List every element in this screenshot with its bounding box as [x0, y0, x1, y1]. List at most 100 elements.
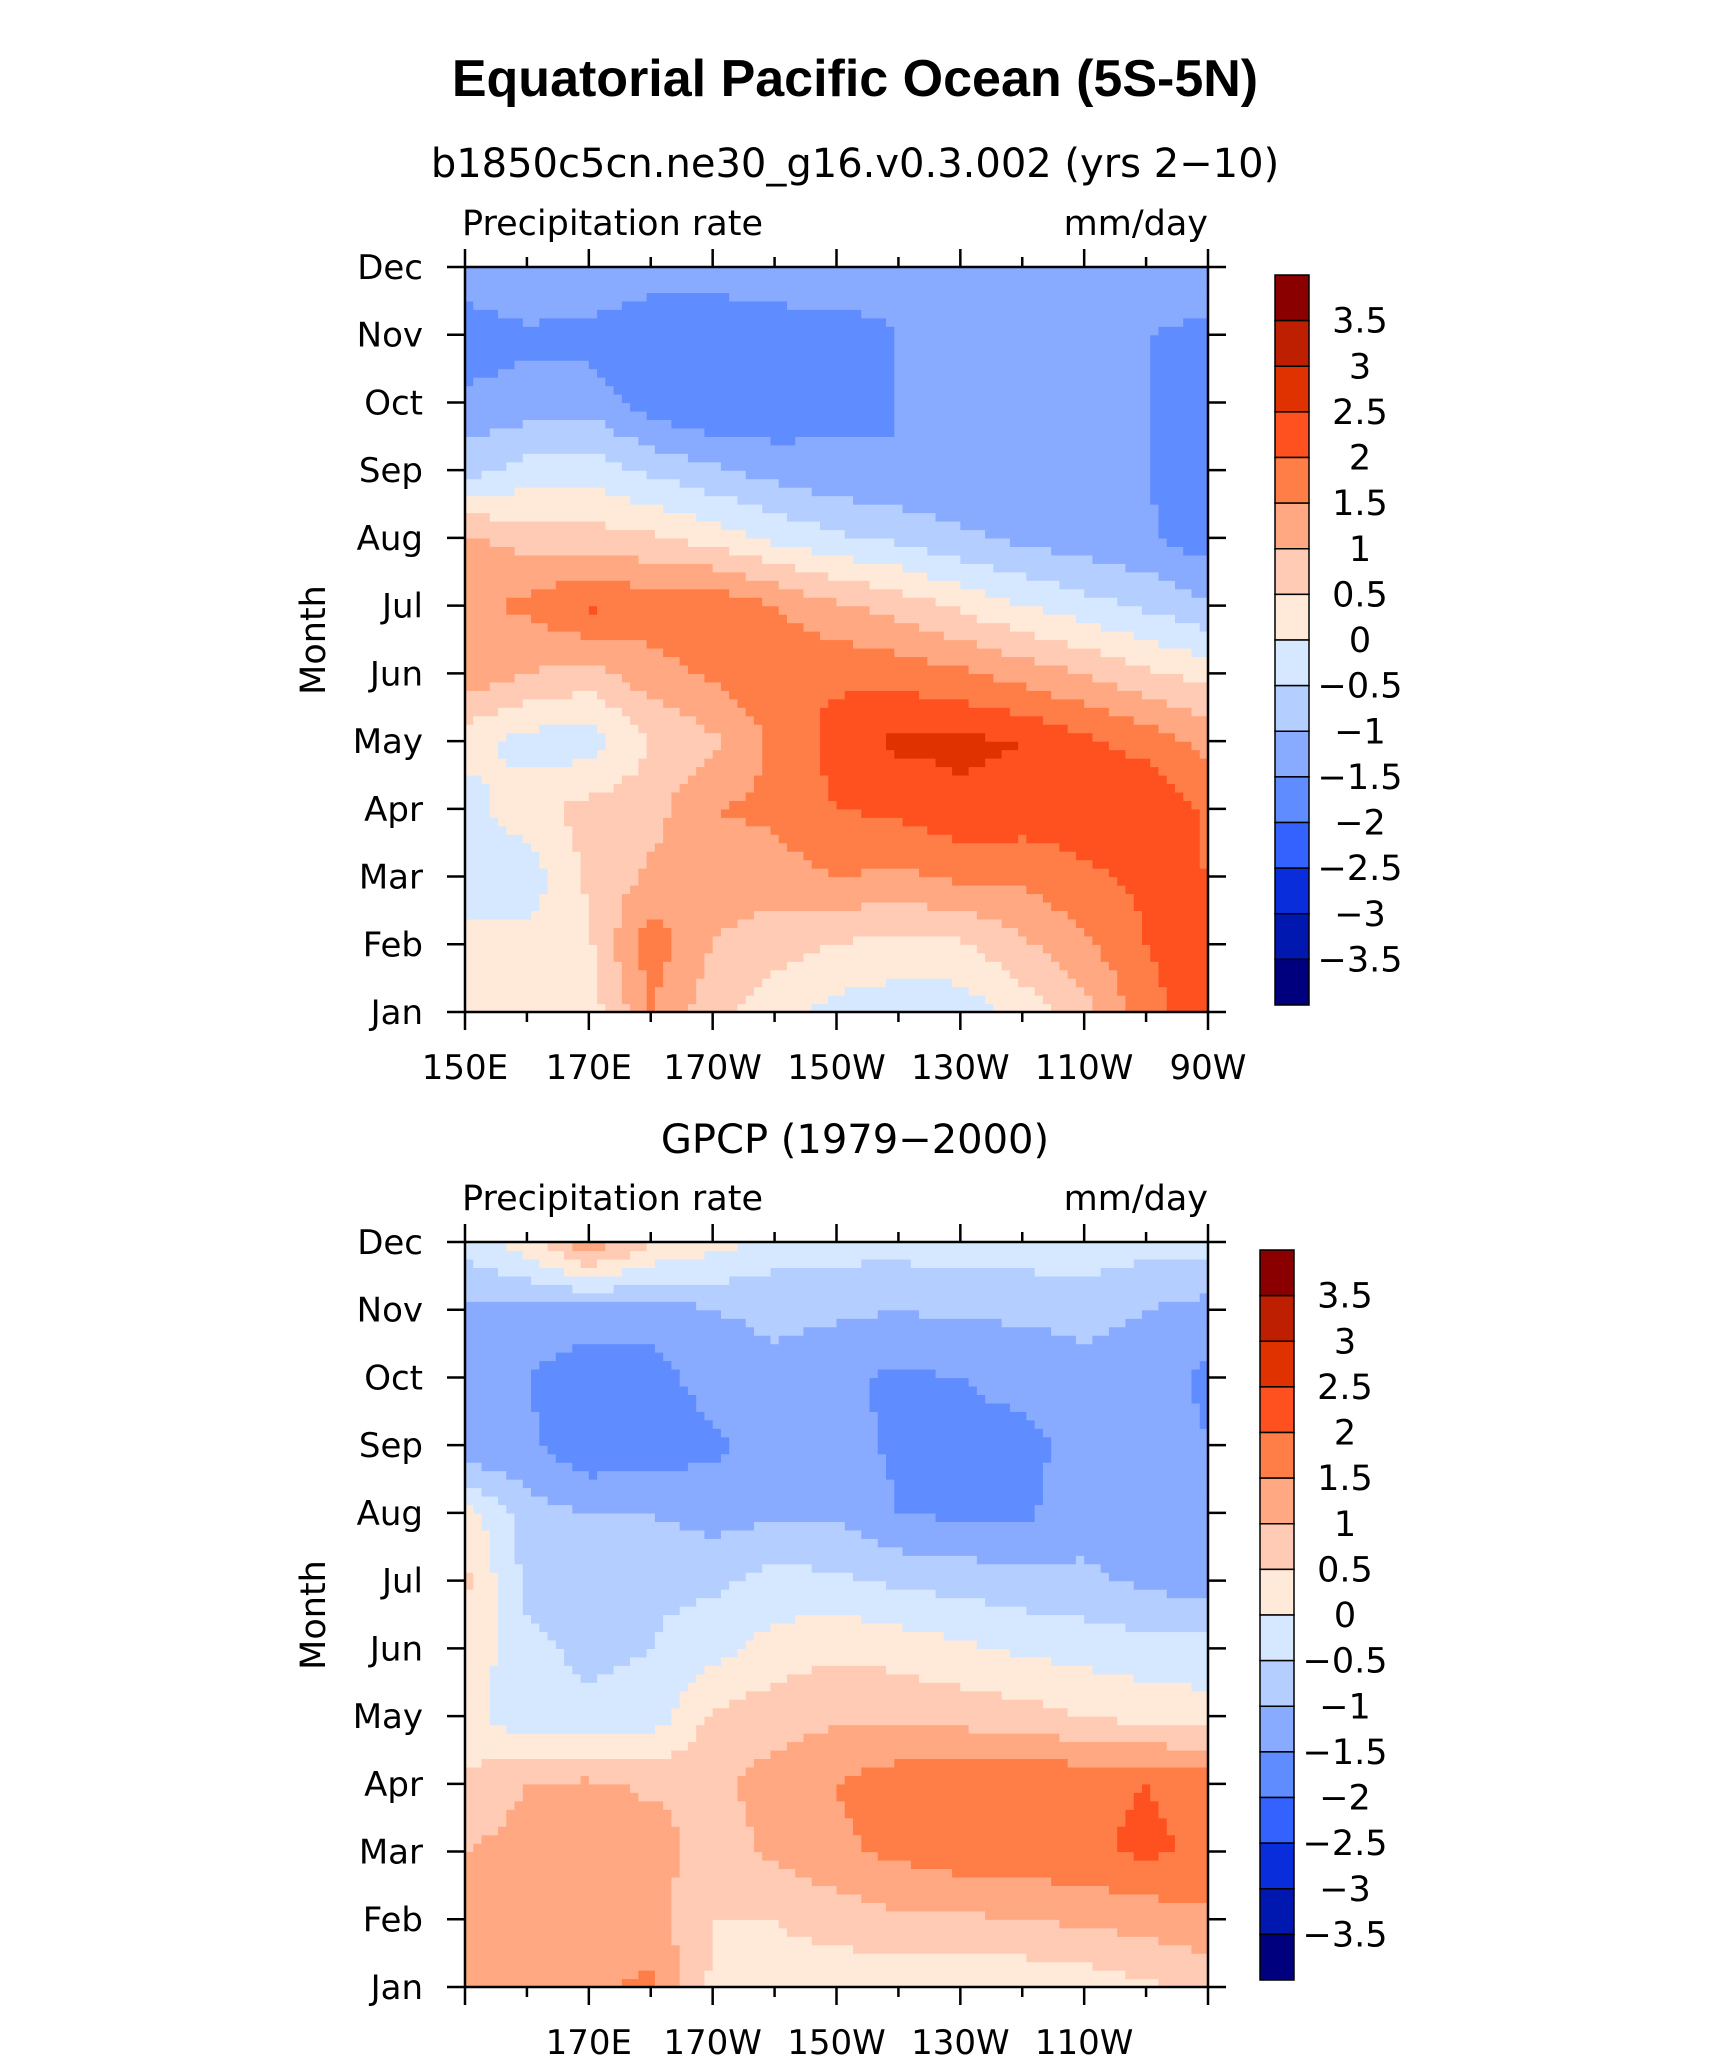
colorbar-label: 2.5 [1332, 393, 1388, 433]
contour-cell [663, 698, 739, 708]
contour-cell [1191, 741, 1209, 751]
contour-cell [531, 910, 590, 920]
contour-cell [465, 597, 507, 607]
contour-cell [465, 300, 474, 310]
contour-cell [465, 1970, 639, 1980]
contour-cell [506, 825, 573, 835]
contour-cell [572, 758, 639, 768]
contour-cell [687, 1682, 772, 1692]
contour-cell [919, 622, 1011, 632]
contour-cell [646, 292, 730, 302]
contour-cell [679, 1368, 879, 1379]
contour-cell [465, 766, 639, 776]
contour-cell [1150, 385, 1209, 395]
contour-cell [910, 1860, 1209, 1870]
contour-cell [465, 1606, 499, 1616]
contour-cell [465, 1529, 491, 1539]
contour-cell [853, 639, 978, 649]
contour-cell [646, 749, 714, 759]
contour-cell [465, 783, 491, 793]
contour-cell [1092, 673, 1184, 683]
contour-cell [489, 1682, 689, 1692]
colorbar-label: −3 [1319, 1870, 1371, 1910]
contour-cell [943, 631, 1036, 641]
contour-cell [465, 1936, 672, 1946]
colorbar-swatch [1259, 1523, 1295, 1571]
contour-cell [564, 817, 664, 827]
colorbar-swatch [1259, 1659, 1295, 1707]
contour-cell [465, 1631, 499, 1641]
contour-cell [514, 1521, 681, 1531]
contour-cell [671, 1360, 1201, 1370]
contour-cell [1174, 614, 1209, 624]
contour-cell [580, 1673, 598, 1683]
colorbar-swatch [1259, 1614, 1295, 1662]
contour-cell [1059, 1733, 1209, 1743]
contour-cell [886, 1470, 1044, 1480]
contour-cell [1141, 1783, 1151, 1793]
contour-cell [1042, 1428, 1209, 1438]
contour-cell [531, 614, 788, 624]
y-tick-label: May [353, 1697, 423, 1737]
contour-cell [580, 868, 639, 878]
contour-cell [1100, 622, 1201, 632]
contour-cell [613, 1284, 1209, 1294]
contour-cell [1042, 1495, 1209, 1506]
contour-cell [1150, 478, 1209, 488]
contour-cell [654, 1631, 755, 1641]
contour-cell [654, 1258, 862, 1268]
contour-cell [1150, 1783, 1209, 1793]
contour-cell [638, 961, 664, 971]
contour-cell [679, 1953, 714, 1963]
contour-cell [778, 834, 953, 844]
contour-cell [786, 512, 937, 522]
contour-cell [646, 470, 747, 480]
contour-cell [663, 1614, 796, 1624]
contour-cell [745, 1817, 854, 1827]
colorbar-label: 1 [1349, 530, 1371, 570]
contour-cell [737, 1775, 846, 1785]
contour-cell [720, 1656, 1052, 1666]
contour-cell [465, 961, 598, 971]
contour-cell [1067, 724, 1160, 734]
contour-cell [465, 317, 524, 327]
contour-cell [877, 1411, 1027, 1421]
contour-cell [465, 834, 524, 844]
contour-cell [836, 597, 937, 607]
contour-cell [1158, 520, 1209, 531]
colorbar-swatch [1274, 319, 1310, 367]
contour-cell [1174, 783, 1209, 793]
contour-cell [522, 1563, 763, 1573]
contour-cell [853, 1572, 1110, 1582]
panel-gpcp-title: GPCP (1979−2000) [661, 1117, 1049, 1163]
contour-cell [729, 292, 1209, 302]
contour-cell [1125, 995, 1168, 1005]
contour-cell [663, 961, 706, 971]
contour-cell [654, 1512, 937, 1522]
x-tick-label: 110W [1035, 2023, 1134, 2062]
contour-cell [729, 690, 846, 700]
contour-cell [465, 800, 491, 810]
colorbar-label: 0.5 [1332, 575, 1388, 615]
contour-cell [489, 427, 615, 437]
contour-cell [465, 512, 491, 522]
contour-cell [712, 935, 854, 945]
contour-cell [1009, 1402, 1201, 1412]
contour-cell [465, 1343, 573, 1353]
contour-cell [877, 1419, 1036, 1429]
contour-cell [465, 1555, 491, 1565]
x-tick-label: 170E [546, 2023, 632, 2062]
contour-cell [679, 478, 780, 488]
contour-cell [613, 427, 706, 437]
contour-cell [489, 1716, 672, 1726]
contour-cell [1125, 1622, 1209, 1633]
panel-model: b1850c5cn.ne30_g16.v0.3.002 (yrs 2−10) P… [294, 141, 1403, 1088]
contour-cell [927, 656, 1036, 666]
contour-cell [465, 1250, 524, 1260]
contour-cell [803, 588, 904, 598]
contour-cell [737, 1242, 1209, 1252]
contour-cell [861, 901, 928, 912]
contour-cell [572, 1284, 615, 1294]
contour-cell [588, 901, 623, 912]
contour-cell [778, 1335, 1077, 1345]
